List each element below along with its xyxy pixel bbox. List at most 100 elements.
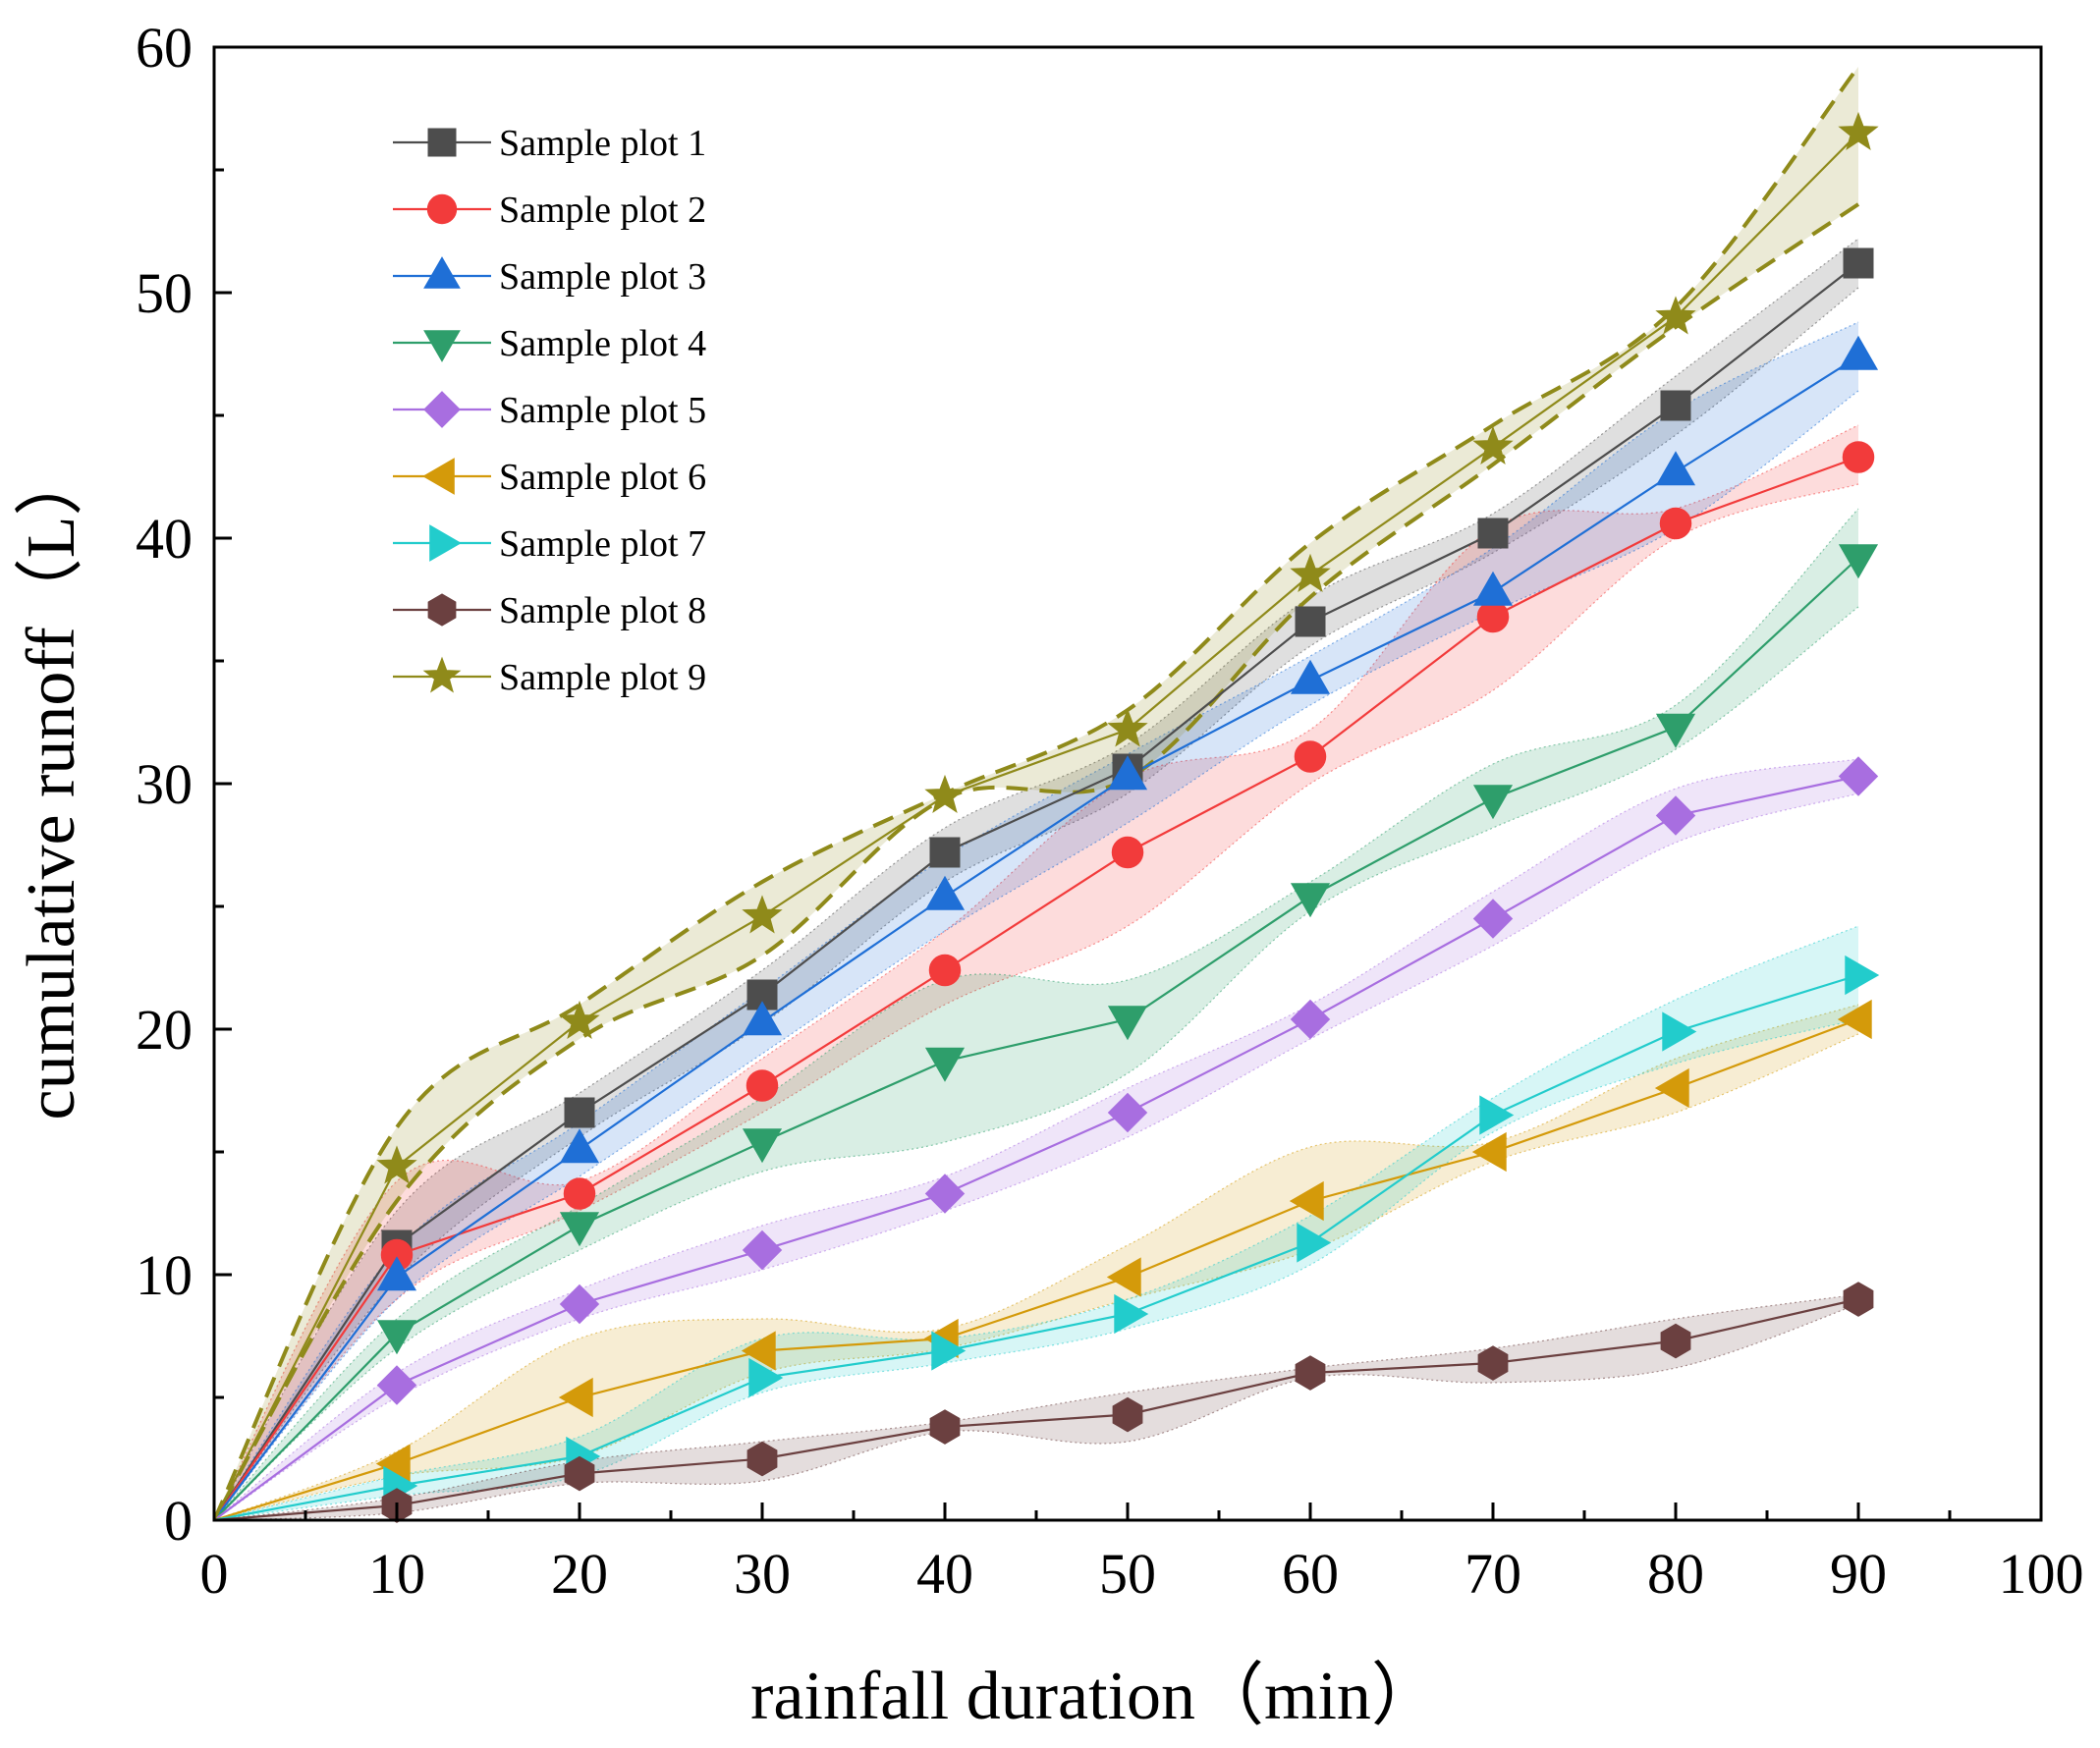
series-8-band	[214, 1294, 1858, 1520]
x-tick-label: 30	[734, 1542, 791, 1606]
series-9-point-10	[1838, 111, 1879, 151]
y-tick-label: 30	[136, 752, 193, 816]
legend-marker-2	[426, 193, 458, 225]
legend: Sample plot 1 Sample plot 2 Sample plot 3 S…	[393, 123, 706, 698]
series-7-point-8	[1479, 1095, 1515, 1135]
legend-label-7: Sample plot 7	[499, 523, 706, 565]
legend-label-4: Sample plot 4	[499, 323, 706, 364]
series-7-line	[214, 973, 1859, 1520]
legend-marker-7	[429, 524, 462, 562]
series-4-point-2	[376, 1320, 417, 1355]
series-2-point-3	[563, 1177, 596, 1210]
series-6-point-7	[1289, 1180, 1324, 1222]
series-3-point-7	[1290, 659, 1331, 694]
series-8-point-4	[746, 1441, 778, 1477]
series-3-point-2	[376, 1256, 417, 1291]
legend-marker-9	[422, 656, 462, 693]
series-5-point-4	[742, 1229, 783, 1271]
series-5-point-2	[376, 1365, 417, 1405]
series-3-line	[214, 355, 1859, 1520]
series-4-line	[214, 557, 1859, 1520]
series-2-line	[214, 456, 1859, 1520]
y-axis-title: cumulative runoff（L）	[14, 448, 89, 1120]
series-5-upper-bound	[214, 758, 1859, 1520]
series-3-band	[214, 322, 1858, 1520]
series-5-point-5	[924, 1174, 966, 1214]
series-6-point-8	[1471, 1131, 1507, 1173]
series-3-point-8	[1472, 571, 1514, 606]
series-7-point-9	[1662, 1011, 1697, 1052]
series-2-point-6	[1111, 836, 1144, 869]
series-6-point-6	[1106, 1257, 1141, 1297]
series-9-upper-bound	[214, 65, 1860, 1520]
legend-marker-4	[423, 330, 461, 362]
series-9-point-2	[376, 1145, 417, 1184]
series-4-point-5	[924, 1047, 966, 1082]
series-2-point-5	[928, 954, 962, 987]
legend-marker-3	[423, 256, 461, 289]
series-8-upper-bound	[214, 1293, 1859, 1520]
series-7-point-10	[1845, 955, 1880, 996]
series-7-upper-bound	[214, 925, 1859, 1520]
series-9-point-6	[1107, 708, 1148, 747]
series-4-upper-bound	[214, 508, 1859, 1520]
legend-marker-6	[422, 458, 455, 495]
series-4-point-3	[559, 1212, 600, 1247]
x-tick-label: 40	[916, 1542, 973, 1606]
series-8-point-5	[929, 1409, 961, 1445]
series-6-band	[214, 1005, 1858, 1520]
series-3-point-4	[742, 1001, 783, 1036]
series-1-point-9	[1660, 390, 1691, 421]
series-2-point-8	[1476, 600, 1510, 633]
series-1-point-10	[1843, 247, 1874, 279]
series-8-point-3	[564, 1455, 595, 1492]
series-8-point-6	[1112, 1396, 1143, 1433]
series-9-point-8	[1472, 425, 1514, 465]
series-9-point-3	[559, 1000, 600, 1040]
series-1-line	[214, 262, 1859, 1520]
series-5-lower-bound	[214, 792, 1859, 1520]
series-8-point-7	[1295, 1355, 1326, 1391]
series-7-point-4	[748, 1357, 784, 1398]
series-1-point-5	[929, 837, 961, 868]
x-tick-label: 100	[1999, 1542, 2084, 1606]
series-1-upper-bound	[214, 238, 1859, 1520]
series-1-point-8	[1477, 518, 1509, 549]
series-6-point-10	[1837, 999, 1872, 1040]
series-6-point-9	[1654, 1067, 1689, 1109]
series-6-line	[214, 1017, 1859, 1520]
y-tick-label: 0	[164, 1489, 193, 1553]
series-5-point-6	[1107, 1092, 1148, 1133]
series-2-point-7	[1294, 740, 1327, 773]
series-9-point-7	[1290, 553, 1331, 593]
x-tick-label: 20	[551, 1542, 608, 1606]
series-4-point-7	[1290, 883, 1331, 918]
series-5-band	[214, 759, 1858, 1520]
series-7-point-6	[1114, 1293, 1149, 1335]
x-axis-title: rainfall duration（min）	[750, 1659, 1440, 1734]
x-tick-label: 60	[1282, 1542, 1339, 1606]
series-9-point-9	[1655, 296, 1696, 335]
legend-label-3: Sample plot 3	[499, 256, 706, 298]
series-5-point-10	[1838, 756, 1879, 796]
series-9-line	[214, 132, 1859, 1520]
y-tick-label: 10	[136, 1243, 193, 1307]
x-tick-label: 50	[1099, 1542, 1156, 1606]
series-9-point-5	[924, 774, 966, 814]
series-4-point-6	[1107, 1006, 1148, 1041]
series-8-line	[214, 1297, 1859, 1520]
series-6-point-3	[558, 1377, 593, 1418]
y-tick-label: 60	[136, 16, 193, 80]
y-tick-label: 20	[136, 998, 193, 1062]
series-6-point-4	[741, 1331, 776, 1371]
series-1-point-3	[564, 1097, 595, 1128]
series-3-point-10	[1838, 335, 1879, 370]
legend-label-9: Sample plot 9	[499, 657, 706, 698]
series-7-point-5	[931, 1331, 967, 1371]
x-tick-label: 90	[1830, 1542, 1887, 1606]
legend-label-8: Sample plot 8	[499, 590, 706, 631]
series-2-band	[214, 425, 1858, 1520]
series-2-point-4	[746, 1069, 779, 1102]
